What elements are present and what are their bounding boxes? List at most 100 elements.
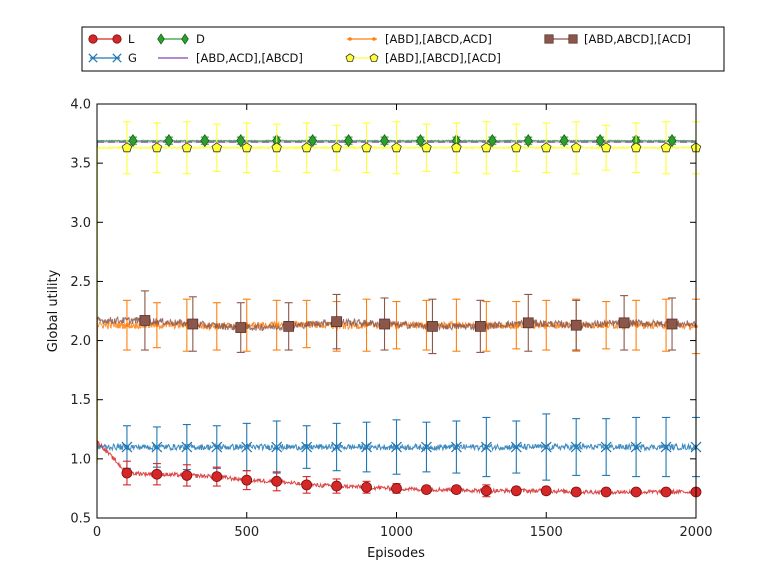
legend-label: G — [128, 51, 137, 65]
data-point — [540, 485, 552, 497]
data-point — [236, 134, 246, 148]
legend: LG D [ABD,ACD],[ABCD] [ABD],[ABCD,ACD] [ABD]… — [81, 26, 725, 72]
data-point — [211, 142, 223, 153]
data-point — [88, 53, 98, 63]
data-point — [331, 142, 342, 153]
x-tick-label: 2000 — [679, 525, 712, 540]
legend-entry: D — [157, 32, 205, 46]
y-tick-label: 1.5 — [70, 393, 91, 408]
data-point — [274, 323, 279, 327]
data-point — [121, 467, 133, 479]
data-point — [271, 142, 282, 153]
legend-label: [ABD],[ABCD],[ACD] — [385, 51, 501, 65]
data-point — [181, 33, 189, 45]
y-tick-label: 3.5 — [70, 157, 91, 172]
data-point — [570, 441, 582, 453]
data-point — [523, 134, 533, 148]
data-point — [391, 483, 402, 494]
data-point — [660, 142, 672, 153]
data-point — [666, 318, 678, 330]
data-point — [618, 317, 630, 329]
legend-label: [ABD,ACD],[ABCD] — [196, 51, 303, 65]
data-point — [480, 485, 492, 497]
data-point — [271, 441, 283, 453]
data-point — [241, 142, 252, 153]
data-point — [121, 441, 133, 453]
data-point — [283, 321, 295, 332]
data-point — [522, 317, 534, 329]
legend-label: D — [196, 32, 205, 46]
legend-marker — [372, 37, 376, 41]
data-point — [510, 485, 522, 497]
data-point — [570, 319, 582, 331]
legend-entry: [ABD],[ABCD],[ACD] — [345, 51, 501, 65]
data-point — [187, 318, 199, 330]
data-point — [568, 34, 578, 44]
data-point — [331, 441, 343, 453]
data-point — [151, 441, 163, 453]
y-tick-label: 1.0 — [70, 452, 91, 467]
data-point — [112, 34, 122, 44]
data-point — [421, 484, 432, 496]
data-point — [361, 481, 372, 493]
data-point — [301, 142, 312, 153]
data-point — [379, 318, 390, 330]
data-point — [211, 441, 223, 453]
legend-entry: L — [88, 32, 135, 46]
data-point — [511, 142, 522, 153]
data-point — [112, 53, 122, 63]
data-point — [541, 142, 552, 153]
data-point — [427, 321, 438, 332]
data-point — [510, 441, 522, 453]
legend-entry: [ABD],[ABCD,ACD] — [347, 32, 492, 46]
data-point — [271, 475, 283, 487]
data-point — [450, 441, 462, 453]
data-point — [331, 316, 342, 327]
data-point — [301, 441, 313, 453]
data-point — [391, 441, 402, 453]
data-point — [155, 323, 159, 327]
data-point — [125, 323, 129, 327]
x-tick-label: 500 — [234, 525, 259, 540]
data-point — [630, 486, 642, 498]
y-tick-label: 2.0 — [70, 334, 91, 349]
axes: 0 500 1000 1500 2000 0.5 1.0 1.5 2.0 2.5 3.0 3.5 4.0 — [70, 98, 712, 541]
data-point — [630, 142, 642, 153]
series-abd-abcd-acd — [96, 121, 702, 465]
data-point — [151, 142, 163, 153]
data-point — [660, 441, 672, 453]
data-point — [559, 134, 569, 148]
data-point — [361, 441, 372, 453]
data-point — [344, 134, 354, 148]
legend-label: [ABD,ABCD],[ACD] — [584, 32, 691, 46]
data-point — [570, 142, 582, 153]
data-point — [630, 441, 642, 453]
y-tick-label: 0.5 — [70, 512, 91, 527]
legend-frame — [81, 26, 725, 72]
data-point — [481, 142, 492, 153]
data-point — [369, 53, 379, 62]
data-point — [475, 321, 486, 332]
x-tick-label: 1500 — [530, 525, 563, 540]
data-point — [600, 486, 612, 498]
y-tick-label: 2.5 — [70, 275, 91, 290]
data-point — [667, 134, 677, 148]
data-point — [151, 468, 163, 480]
data-point — [380, 134, 389, 148]
data-point — [660, 486, 672, 498]
data-point — [235, 322, 247, 333]
data-point — [421, 441, 432, 453]
data-point — [157, 33, 165, 45]
data-point — [544, 34, 554, 44]
data-point — [139, 315, 151, 326]
y-axis-label: Global utility — [46, 269, 61, 352]
data-point — [600, 142, 612, 153]
data-point — [331, 480, 343, 492]
data-point — [421, 142, 432, 153]
data-point — [361, 142, 372, 153]
series-abd-abcd-acd — [96, 290, 697, 465]
legend-entry: [ABD,ABCD],[ACD] — [544, 32, 691, 46]
legend-entry: G — [88, 51, 137, 65]
y-tick-label: 4.0 — [70, 98, 91, 113]
data-point — [570, 486, 582, 498]
